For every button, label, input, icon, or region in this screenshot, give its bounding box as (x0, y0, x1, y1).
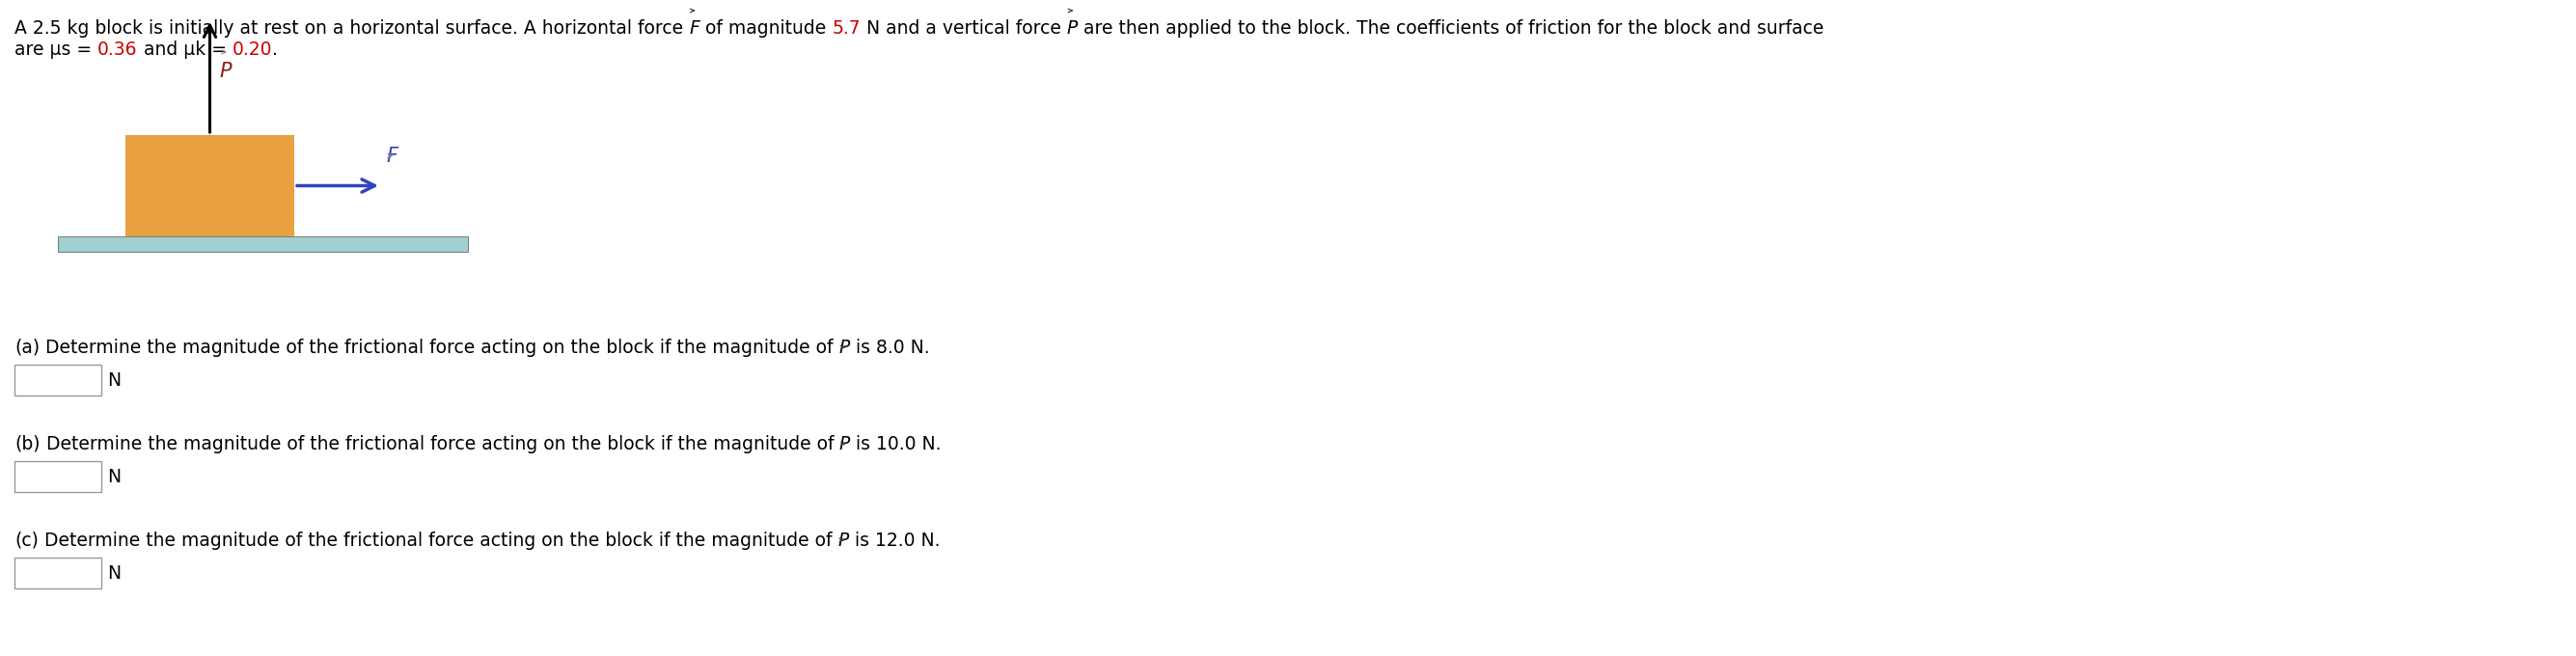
Text: is 10.0 N.: is 10.0 N. (850, 435, 940, 453)
Text: P: P (837, 531, 848, 550)
Bar (57, 236, 469, 252)
Text: F: F (386, 147, 397, 167)
Text: is 8.0 N.: is 8.0 N. (850, 338, 930, 357)
Text: A 2.5 kg block is initially at rest on a horizontal surface. A horizontal force: A 2.5 kg block is initially at rest on a… (15, 19, 688, 37)
Text: P: P (840, 338, 850, 357)
Bar (15, 461, 100, 492)
Text: N and a vertical force: N and a vertical force (860, 19, 1066, 37)
Text: N: N (108, 467, 121, 485)
Text: N: N (108, 564, 121, 583)
Text: Determine the magnitude of the frictional force acting on the block if the magni: Determine the magnitude of the frictiona… (39, 338, 840, 357)
Text: are μs =: are μs = (15, 41, 98, 59)
Text: (c): (c) (15, 531, 39, 550)
Text: is 12.0 N.: is 12.0 N. (848, 531, 940, 550)
Text: F: F (688, 19, 698, 37)
Bar (15, 558, 100, 588)
Text: (b): (b) (15, 435, 41, 453)
Text: of magnitude: of magnitude (698, 19, 832, 37)
Text: Determine the magnitude of the frictional force acting on the block if the magni: Determine the magnitude of the frictiona… (39, 531, 837, 550)
Text: 5.7: 5.7 (832, 19, 860, 37)
Text: 0.20: 0.20 (232, 41, 273, 59)
Text: 0.36: 0.36 (98, 41, 137, 59)
Text: P: P (219, 62, 232, 81)
Text: (a): (a) (15, 338, 39, 357)
Bar (15, 365, 100, 396)
Text: .: . (273, 41, 278, 59)
Text: Determine the magnitude of the frictional force acting on the block if the magni: Determine the magnitude of the frictiona… (41, 435, 840, 453)
Text: N: N (108, 371, 121, 389)
Text: P: P (1066, 19, 1077, 37)
Text: P: P (840, 435, 850, 453)
Text: and μk =: and μk = (137, 41, 232, 59)
Text: are then applied to the block. The coefficients of friction for the block and su: are then applied to the block. The coeff… (1077, 19, 1824, 37)
Bar (126, 135, 294, 236)
